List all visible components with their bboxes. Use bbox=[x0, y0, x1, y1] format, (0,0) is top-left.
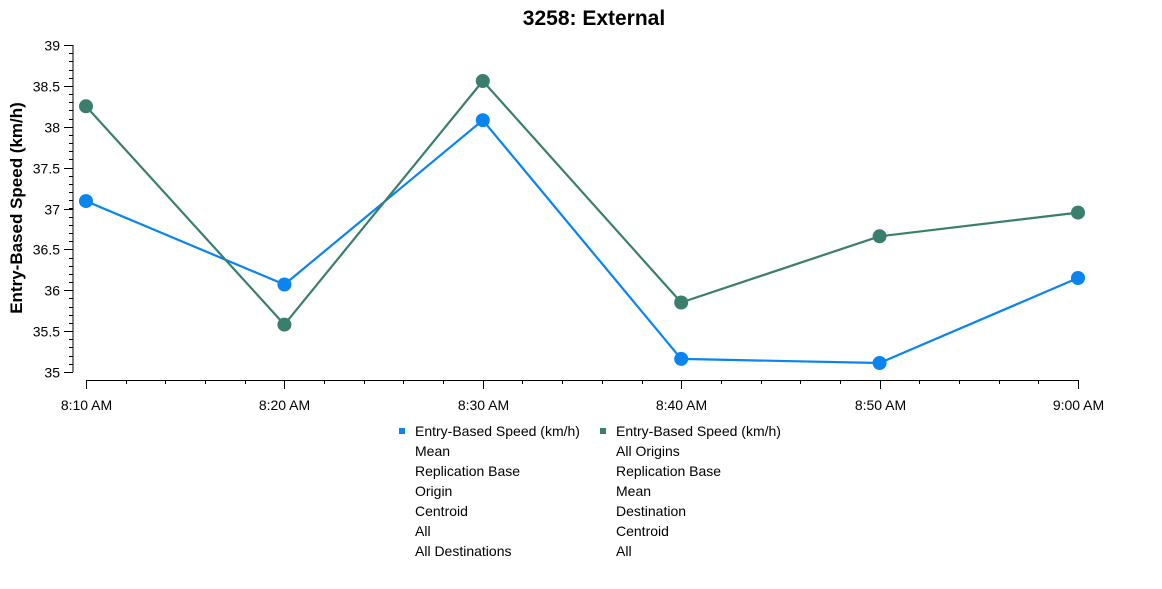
series-2-point bbox=[674, 295, 689, 310]
legend-series-1-line: All Destinations bbox=[415, 543, 512, 559]
y-tick-label: 39 bbox=[44, 38, 60, 54]
y-tick-label: 36 bbox=[44, 283, 60, 299]
legend-series-2-line: Replication Base bbox=[616, 463, 722, 479]
legend-series-1-line: All bbox=[415, 523, 431, 539]
series-1-point bbox=[475, 113, 490, 128]
x-tick-label: 8:50 AM bbox=[855, 397, 906, 410]
line-chart: 3258: External Entry-Based Speed (km/h) … bbox=[7, 7, 1104, 411]
y-tick-label: 35.5 bbox=[33, 324, 60, 340]
axes: 35 35.5 36 36.5 37 37.5 38 38.5 39 8:10 AM 8:20 AM… bbox=[33, 38, 1104, 411]
legend-series-1-line: Mean bbox=[415, 443, 451, 459]
legend-series-2-line: All bbox=[616, 543, 632, 559]
legend-series-2: Entry-Based Speed (km/h) All Origins Rep… bbox=[600, 421, 781, 561]
series-2-point bbox=[475, 74, 490, 88]
x-tick-label: 8:20 AM bbox=[259, 397, 310, 410]
series-2-point bbox=[277, 317, 292, 332]
y-tick-label: 38 bbox=[44, 120, 60, 136]
legend-series-1: Entry-Based Speed (km/h) Mean Replicatio… bbox=[399, 421, 580, 561]
legend-series-2-line: Centroid bbox=[616, 523, 669, 539]
x-tick-label: 9:00 AM bbox=[1053, 397, 1104, 410]
legend-swatch-series-2 bbox=[600, 428, 606, 434]
legend-series-1-name: Entry-Based Speed (km/h) bbox=[415, 423, 580, 439]
y-tick-label: 38.5 bbox=[33, 79, 60, 95]
series-1-point bbox=[277, 277, 292, 292]
series-1 bbox=[79, 113, 1085, 370]
y-tick-label: 36.5 bbox=[33, 242, 60, 258]
series-2-point bbox=[1071, 205, 1085, 220]
y-tick-label: 37.5 bbox=[33, 161, 60, 177]
legend-swatch-series-1 bbox=[399, 428, 405, 434]
legend-series-2-line: All Origins bbox=[616, 443, 680, 459]
y-tick-label: 35 bbox=[44, 365, 60, 381]
legend-series-2-name: Entry-Based Speed (km/h) bbox=[616, 423, 781, 439]
x-tick-label: 8:40 AM bbox=[656, 397, 707, 410]
x-tick-label: 8:30 AM bbox=[458, 397, 509, 410]
series-2-point bbox=[872, 229, 887, 244]
series-1-point bbox=[1071, 271, 1085, 285]
legend-series-2-line: Destination bbox=[616, 503, 687, 519]
series-2 bbox=[79, 74, 1085, 332]
series-1-line bbox=[85, 119, 1079, 365]
y-axis-label: Entry-Based Speed (km/h) bbox=[7, 102, 26, 314]
chart-title: 3258: External bbox=[523, 7, 665, 30]
series-1-point bbox=[872, 356, 887, 370]
legend-series-2-line: Mean bbox=[616, 483, 652, 499]
series-2-line bbox=[85, 79, 1079, 326]
legend-series-1-line: Centroid bbox=[415, 503, 468, 519]
series-1-point bbox=[79, 194, 93, 209]
legend-series-1-line: Replication Base bbox=[415, 463, 521, 479]
legend-series-1-line: Origin bbox=[415, 483, 453, 499]
series-2-point bbox=[79, 99, 93, 114]
series-layer bbox=[79, 74, 1085, 370]
y-tick-label: 37 bbox=[44, 202, 60, 218]
series-1-point bbox=[674, 351, 689, 366]
x-tick-label: 8:10 AM bbox=[61, 397, 112, 410]
